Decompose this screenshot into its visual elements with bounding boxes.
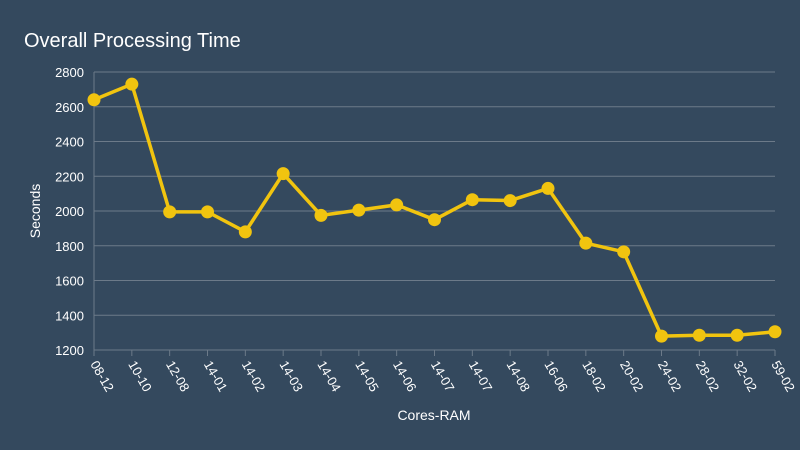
- x-tick-label: 14-01: [201, 358, 231, 394]
- data-point: [314, 208, 328, 222]
- data-point: [428, 213, 441, 227]
- x-tick-label: 32-02: [731, 358, 761, 394]
- data-point: [87, 93, 101, 107]
- y-tick-label: 1600: [55, 274, 84, 289]
- data-point: [541, 181, 555, 195]
- data-point: [617, 245, 631, 259]
- y-tick-label: 2800: [55, 65, 84, 80]
- data-point: [276, 167, 290, 181]
- x-tick-label: 14-04: [314, 358, 344, 394]
- x-tick-label: 14-02: [239, 358, 269, 394]
- data-point: [465, 193, 479, 207]
- y-axis-ticks: 1200 1400 1600 1800 2000 2200 2400 2600 2800: [55, 65, 84, 358]
- x-axis-ticks: 08-12 10-10 12-08 14-01 14-02 14-03 14-04 14-05…: [87, 358, 798, 394]
- grid-lines: [93, 71, 776, 356]
- y-tick-label: 2400: [55, 135, 84, 150]
- y-tick-label: 2200: [55, 169, 84, 184]
- x-tick-label: 08-12: [87, 358, 117, 394]
- data-point: [503, 194, 517, 208]
- data-point: [655, 329, 668, 343]
- data-point: [579, 236, 593, 250]
- x-tick-label: 14-07: [466, 358, 496, 394]
- data-point: [768, 325, 782, 339]
- x-tick-label: 14-06: [390, 358, 420, 394]
- y-tick-label: 1200: [55, 343, 84, 358]
- x-axis-label: Cores-RAM: [397, 407, 470, 423]
- x-tick-label: 14-07: [428, 358, 458, 394]
- series-line: [93, 82, 776, 338]
- data-point: [730, 328, 744, 342]
- x-tick-label: 24-02: [655, 358, 685, 394]
- y-tick-label: 2600: [55, 100, 84, 115]
- x-tick-label: 20-02: [617, 358, 647, 394]
- y-tick-label: 1400: [55, 308, 84, 323]
- data-point: [125, 77, 139, 91]
- data-point: [352, 203, 366, 217]
- data-point: [201, 205, 214, 219]
- x-tick-label: 12-08: [163, 358, 193, 394]
- x-tick-label: 59-02: [768, 358, 798, 394]
- series-layer: [87, 77, 782, 343]
- x-tick-label: 18-02: [579, 358, 609, 394]
- x-tick-label: 16-06: [541, 358, 571, 394]
- y-axis-label: Seconds: [27, 184, 43, 238]
- chart-title: Overall Processing Time: [24, 30, 241, 52]
- data-point: [390, 198, 404, 212]
- x-tick-label: 14-03: [277, 358, 307, 394]
- y-tick-label: 2000: [55, 204, 84, 219]
- y-tick-label: 1800: [55, 239, 84, 254]
- x-tick-label: 28-02: [693, 358, 723, 394]
- data-point: [692, 328, 706, 342]
- x-tick-label: 10-10: [125, 358, 155, 394]
- x-tick-label: 14-05: [352, 358, 382, 394]
- data-point: [163, 205, 177, 219]
- x-tick-label: 14-08: [504, 358, 534, 394]
- data-point: [238, 225, 252, 239]
